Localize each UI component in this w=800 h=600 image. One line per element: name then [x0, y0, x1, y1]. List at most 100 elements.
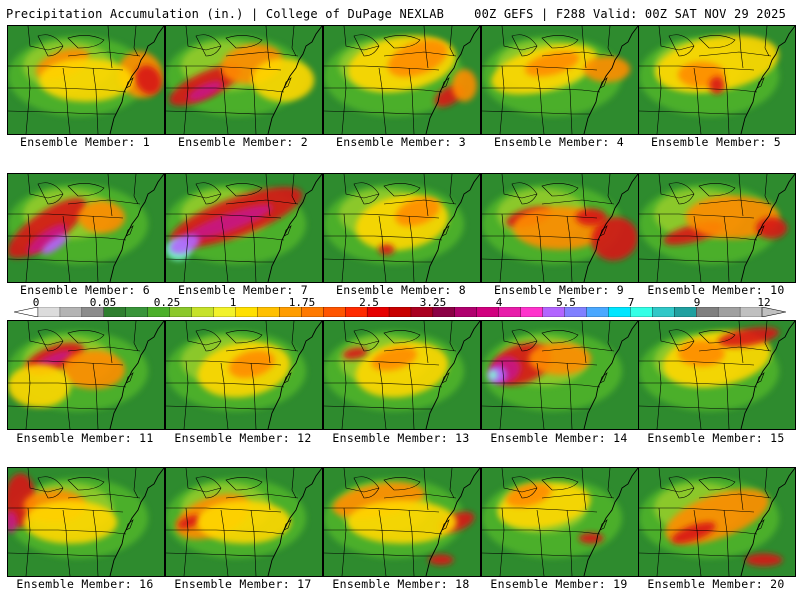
coastline: [740, 468, 795, 576]
state-border: [265, 321, 271, 364]
state-border: [698, 51, 772, 57]
colorbar-swatch: [37, 307, 61, 317]
header-title: Precipitation Accumulation (in.) | Colle…: [6, 7, 445, 21]
state-border: [482, 87, 601, 93]
state-border: [353, 182, 380, 205]
precip-map: [482, 174, 638, 282]
coastline: [583, 321, 638, 429]
state-border: [250, 509, 257, 576]
precip-map: [482, 468, 638, 576]
ensemble-member-label: Ensemble Member: 20: [647, 577, 785, 591]
colorbar-swatch: [388, 307, 412, 317]
colorbar-swatch: [520, 307, 543, 317]
state-border: [698, 493, 772, 499]
state-border: [698, 477, 736, 491]
state-border: [693, 215, 702, 282]
state-border: [92, 509, 99, 576]
state-border: [482, 405, 590, 410]
state-border: [133, 468, 139, 499]
state-border: [581, 26, 587, 69]
state-border: [92, 67, 99, 134]
colorbar-tick-label: 9: [693, 296, 701, 309]
ensemble-member-label: Ensemble Member: 8: [335, 283, 467, 297]
colorbar-swatch: [323, 307, 346, 317]
precip-area: [395, 197, 441, 227]
state-border: [37, 476, 64, 499]
state-border: [536, 215, 545, 282]
state-border: [195, 34, 222, 57]
state-border: [499, 65, 505, 134]
state-border: [25, 65, 31, 134]
state-border: [343, 321, 380, 346]
state-border: [324, 382, 443, 388]
colorbar-tick-label: 4: [495, 296, 503, 309]
colorbar-swatch: [257, 307, 280, 317]
ensemble-member-label: Ensemble Member: 7: [177, 283, 309, 297]
precip-area: [488, 369, 498, 381]
coastline: [109, 174, 164, 282]
coastline: [109, 321, 164, 429]
colorbar-tick-label: 5.5: [556, 296, 576, 309]
ensemble-map-panel: [165, 467, 323, 577]
state-border: [639, 110, 747, 115]
state-border: [482, 258, 590, 263]
state-border: [8, 110, 116, 115]
state-border: [225, 330, 263, 344]
state-border: [225, 51, 299, 57]
state-border: [250, 67, 257, 134]
state-border: [378, 362, 387, 429]
state-border: [183, 213, 189, 282]
precip-map: [8, 321, 164, 429]
state-border: [566, 362, 573, 429]
colorbar-tick-label: 1: [229, 296, 237, 309]
state-border: [8, 382, 127, 388]
ensemble-map-panel: [481, 25, 639, 135]
precip-area: [37, 350, 73, 367]
state-border: [482, 552, 590, 557]
state-border: [383, 183, 421, 197]
precip-map: [639, 174, 795, 282]
ensemble-map-panel: [638, 173, 796, 283]
state-border: [92, 215, 99, 282]
ensemble-map-panel: [7, 320, 165, 430]
ensemble-map-panel: [481, 320, 639, 430]
state-border: [541, 493, 615, 499]
state-border: [107, 468, 113, 511]
state-border: [383, 493, 457, 499]
state-border: [541, 477, 579, 491]
state-border: [658, 468, 695, 493]
state-border: [62, 362, 71, 429]
ensemble-map-panel: [7, 467, 165, 577]
ensemble-member-label: Ensemble Member: 6: [19, 283, 151, 297]
state-border: [37, 34, 64, 57]
colorbar-swatch: [235, 307, 258, 317]
state-border: [67, 51, 141, 57]
state-border: [698, 199, 772, 205]
state-border: [668, 34, 695, 57]
precip-map: [8, 174, 164, 282]
state-border: [764, 174, 770, 205]
state-border: [343, 26, 380, 51]
state-border: [220, 509, 229, 576]
ensemble-member-label: Ensemble Member: 19: [490, 577, 628, 591]
ensemble-member-label: Ensemble Member: 2: [177, 135, 309, 149]
precip-area: [41, 234, 68, 255]
state-border: [501, 26, 538, 51]
state-border: [67, 493, 141, 499]
state-border: [225, 493, 299, 499]
ensemble-member-label: Ensemble Member: 1: [19, 135, 151, 149]
state-border: [764, 321, 770, 352]
precip-area: [347, 500, 457, 544]
state-border: [25, 360, 31, 429]
state-border: [166, 110, 274, 115]
ensemble-map-panel: [165, 320, 323, 430]
precip-area: [342, 347, 368, 360]
precip-area: [187, 80, 223, 101]
precip-area: [575, 208, 607, 226]
coastline: [109, 26, 164, 134]
state-border: [291, 468, 297, 499]
state-border: [499, 507, 505, 576]
state-border: [658, 321, 695, 346]
bay-outline: [283, 77, 292, 89]
state-border: [639, 382, 758, 388]
